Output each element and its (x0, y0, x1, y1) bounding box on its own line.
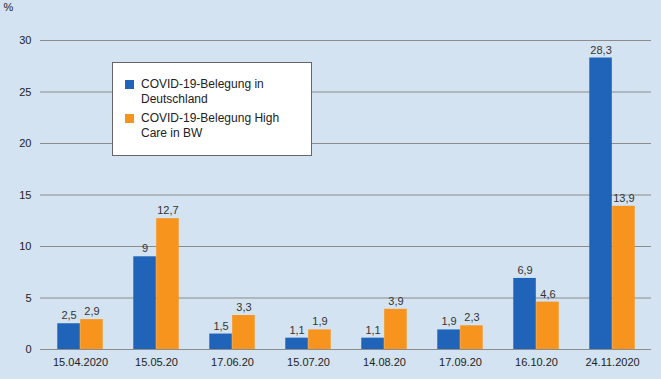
svg-text:25: 25 (19, 86, 31, 98)
svg-text:4,6: 4,6 (540, 288, 555, 300)
svg-text:15.05.20: 15.05.20 (135, 356, 178, 368)
svg-text:15: 15 (19, 189, 31, 201)
svg-text:10: 10 (19, 240, 31, 252)
html-text:COVID-19-Belegung High Care in: COVID-19-Belegung High Care in BW (141, 111, 280, 140)
svg-text:15.04.2020: 15.04.2020 (53, 356, 108, 368)
svg-text:16.10.20: 16.10.20 (515, 356, 558, 368)
svg-text:30: 30 (19, 34, 31, 46)
svg-text:15.07.20: 15.07.20 (287, 356, 330, 368)
svg-text:17.06.20: 17.06.20 (211, 356, 254, 368)
svg-text:12,7: 12,7 (157, 204, 178, 216)
svg-text:2,3: 2,3 (464, 311, 479, 323)
svg-text:3,9: 3,9 (388, 295, 403, 307)
svg-text:1,5: 1,5 (213, 320, 228, 332)
svg-text:2,5: 2,5 (61, 309, 76, 321)
svg-text:%: % (4, 1, 14, 13)
svg-text:20: 20 (19, 137, 31, 149)
svg-text:1,9: 1,9 (441, 315, 456, 327)
svg-text:3,3: 3,3 (236, 301, 251, 313)
html-text:COVID-19-Belegung in Deutschla: COVID-19-Belegung in Deutschland (141, 77, 264, 106)
svg-text:2,9: 2,9 (84, 305, 99, 317)
svg-text:17.09.20: 17.09.20 (439, 356, 482, 368)
svg-text:13,9: 13,9 (613, 192, 634, 204)
svg-text:28,3: 28,3 (590, 44, 611, 56)
svg-text:6,9: 6,9 (517, 264, 532, 276)
svg-text:1,1: 1,1 (289, 324, 304, 336)
svg-text:0: 0 (25, 343, 31, 355)
svg-text:24.11.2020: 24.11.2020 (585, 356, 639, 368)
svg-text:5: 5 (25, 292, 31, 304)
svg-text:14.08.20: 14.08.20 (363, 356, 406, 368)
svg-text:9: 9 (142, 242, 148, 254)
svg-text:1,9: 1,9 (312, 315, 327, 327)
svg-text:1,1: 1,1 (365, 324, 380, 336)
